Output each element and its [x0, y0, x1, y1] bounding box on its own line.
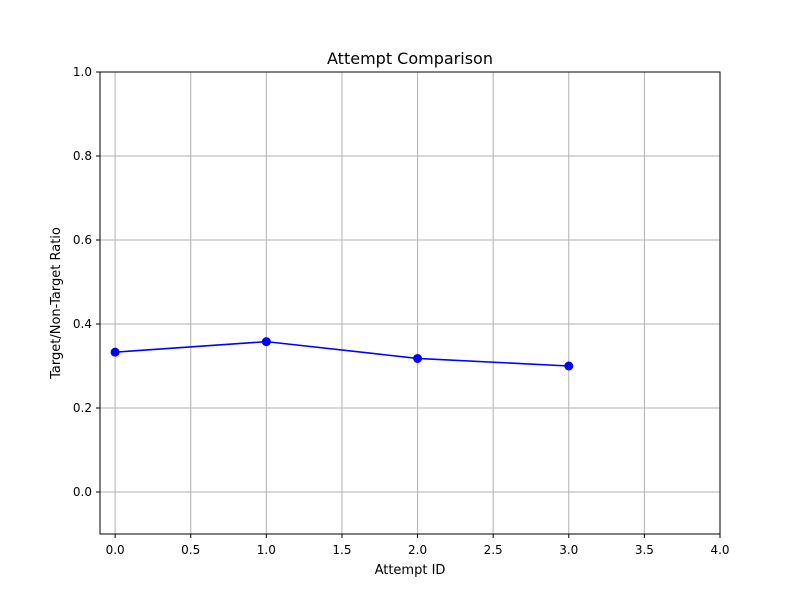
data-point	[413, 353, 423, 363]
x-tick-label: 4.0	[710, 543, 729, 557]
y-tick-label: 0.4	[73, 317, 92, 331]
y-tick-label: 0.6	[73, 233, 92, 247]
plot-frame	[99, 71, 721, 535]
x-tick-label: 2.5	[484, 543, 503, 557]
x-tick-label: 2.0	[408, 543, 427, 557]
y-axis-label: Target/Non-Target Ratio	[49, 227, 64, 380]
data-point	[564, 361, 574, 371]
chart-title: Attempt Comparison	[327, 49, 493, 68]
x-axis-label: Attempt ID	[375, 563, 446, 578]
series-layer	[110, 337, 574, 371]
x-tick-label: 1.0	[257, 543, 276, 557]
x-tick-label: 3.5	[635, 543, 654, 557]
y-tick-label: 0.0	[73, 485, 92, 499]
grid	[100, 71, 721, 534]
series-line	[115, 340, 569, 367]
y-tick-label: 0.8	[73, 149, 92, 163]
x-tick-label: 3.0	[559, 543, 578, 557]
x-tick-label: 0.0	[106, 543, 125, 557]
axis-ticks: 0.0 0.5 1.0 1.5 2.0 2.5 3.0 3.5 4.0 0.0 0.2 0.4 0.6 0…	[73, 65, 730, 557]
data-point	[110, 347, 120, 357]
y-tick-label: 1.0	[73, 65, 92, 79]
y-tick-label: 0.2	[73, 401, 92, 415]
x-tick-label: 1.5	[332, 543, 351, 557]
x-tick-label: 0.5	[181, 543, 200, 557]
data-point	[261, 337, 271, 347]
